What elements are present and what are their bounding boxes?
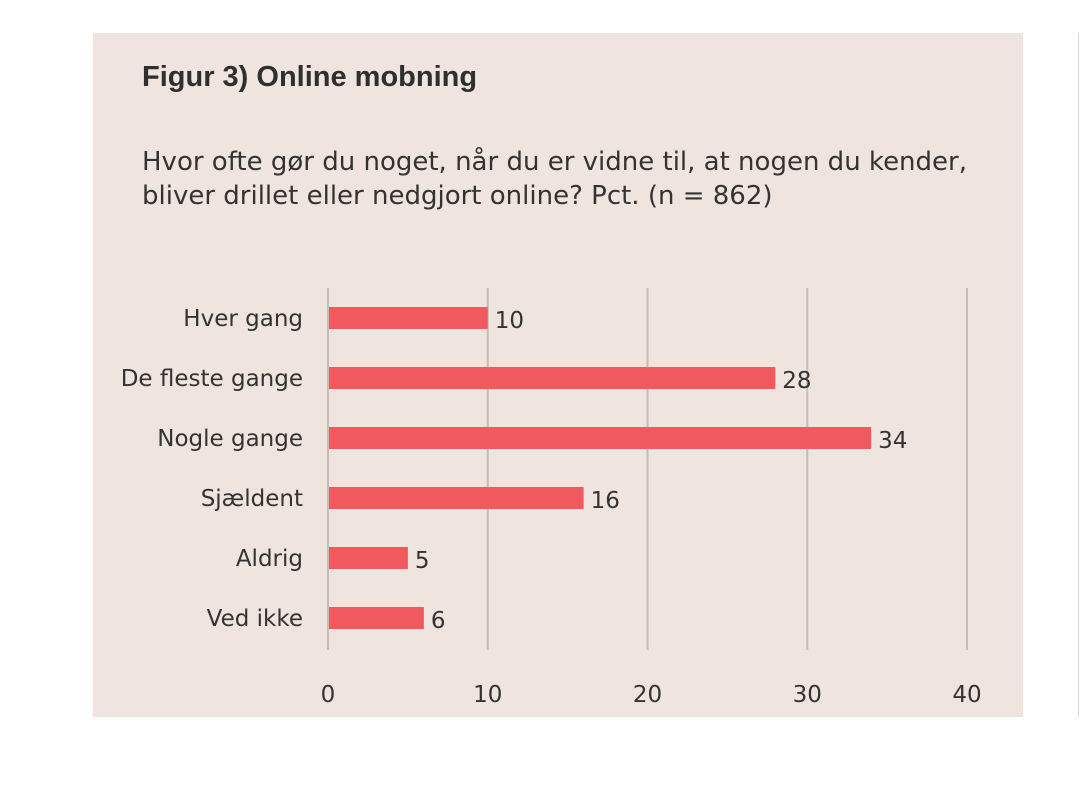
category-label: Ved ikke xyxy=(207,606,303,632)
data-label: 34 xyxy=(878,428,907,454)
data-label: 10 xyxy=(495,308,524,334)
category-labels: Hver gang De fleste gange Nogle gange Sjæld… xyxy=(121,306,303,632)
category-label: Aldrig xyxy=(236,546,303,572)
x-tick-label: 40 xyxy=(952,682,981,708)
bar xyxy=(329,487,584,509)
x-tick-label: 0 xyxy=(321,682,336,708)
data-label: 5 xyxy=(415,548,430,574)
bar xyxy=(329,307,488,329)
data-label: 6 xyxy=(431,608,446,634)
figure-title: Figur 3) Online mobning xyxy=(142,61,478,93)
category-label: Hver gang xyxy=(183,306,303,332)
category-label: Sjældent xyxy=(201,486,303,512)
bars xyxy=(329,307,872,629)
bar xyxy=(329,547,408,569)
bar xyxy=(329,427,872,449)
data-label: 28 xyxy=(782,368,811,394)
data-label: 16 xyxy=(591,488,620,514)
category-label: De fleste gange xyxy=(121,366,303,392)
page-divider xyxy=(1078,33,1079,717)
x-axis-ticks: 0 10 20 30 40 xyxy=(321,682,982,708)
gridlines xyxy=(327,288,968,650)
x-tick-label: 30 xyxy=(793,682,822,708)
bar xyxy=(329,607,424,629)
category-label: Nogle gange xyxy=(157,426,303,452)
bar xyxy=(329,367,776,389)
figure-panel: Figur 3) Online mobning Hvor ofte gør du… xyxy=(93,33,1023,717)
figure-subtitle: Hvor ofte gør du noget, når du er vidne … xyxy=(142,147,967,211)
x-tick-label: 10 xyxy=(473,682,502,708)
x-tick-label: 20 xyxy=(633,682,662,708)
value-labels: 10 28 34 16 5 6 xyxy=(415,308,908,634)
